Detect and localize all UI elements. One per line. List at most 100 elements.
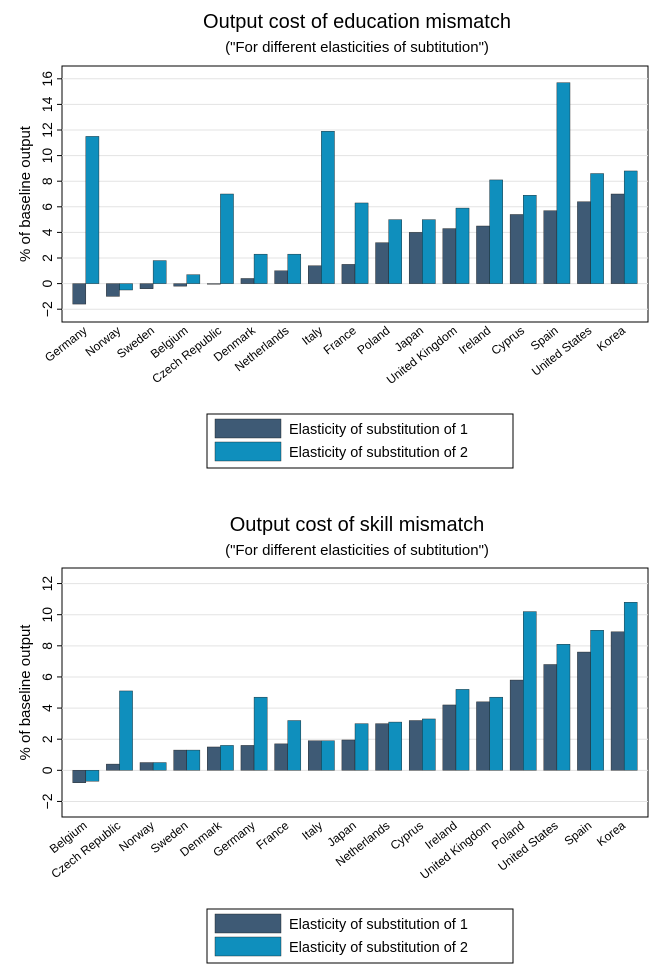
x-tick-label: France xyxy=(253,818,291,852)
chart-subtitle: ("For different elasticities of subtitut… xyxy=(225,542,489,559)
bar-2 xyxy=(186,274,201,284)
legend-label: Elasticity of substitution of 2 xyxy=(289,940,468,956)
bar-1 xyxy=(509,214,524,284)
legend-swatch xyxy=(214,913,282,934)
bar-1 xyxy=(610,193,625,284)
bar-2 xyxy=(455,207,470,284)
bar-2 xyxy=(119,283,133,291)
bar-1 xyxy=(274,270,288,284)
bar-2 xyxy=(590,173,604,284)
bar-1 xyxy=(442,704,457,771)
legend-swatch xyxy=(214,936,282,957)
x-tick-label: Poland xyxy=(354,323,392,357)
bar-1 xyxy=(509,679,524,771)
bar-2 xyxy=(287,720,302,771)
bar-2 xyxy=(422,718,436,771)
bar-1 xyxy=(240,278,255,284)
bar-1 xyxy=(173,749,187,771)
bar-2 xyxy=(321,131,335,284)
bar-1 xyxy=(543,664,558,771)
y-tick-label: 8 xyxy=(39,642,55,650)
y-tick-label: 8 xyxy=(39,177,55,185)
bar-2 xyxy=(455,689,470,771)
y-tick-label: 10 xyxy=(39,148,55,164)
bar-2 xyxy=(85,136,100,284)
chart-title: Output cost of education mismatch xyxy=(203,11,511,33)
legend-label: Elasticity of substitution of 1 xyxy=(289,917,468,933)
bar-2 xyxy=(85,770,100,782)
bar-1 xyxy=(173,283,187,287)
bar-1 xyxy=(543,210,558,284)
bar-2 xyxy=(556,82,571,284)
bar-1 xyxy=(408,720,423,771)
bar-2 xyxy=(354,202,369,284)
bar-2 xyxy=(523,611,537,771)
bar-2 xyxy=(119,690,133,771)
chart-panel-2: Output cost of skill mismatch ("For diffe… xyxy=(17,514,649,964)
bar-1 xyxy=(577,201,591,284)
y-tick-label: −2 xyxy=(39,301,55,317)
bar-1 xyxy=(274,743,288,771)
bar-1 xyxy=(341,739,356,771)
legend: Elasticity of substitution of 1 Elasticit… xyxy=(206,413,514,469)
x-tick-label: Germany xyxy=(42,323,90,364)
bar-2 xyxy=(253,696,268,771)
chart-panel-1: Output cost of education mismatch ("For d… xyxy=(17,11,649,469)
bar-2 xyxy=(422,219,436,284)
bar-1 xyxy=(610,631,625,771)
y-tick-label: −2 xyxy=(39,793,55,809)
bar-2 xyxy=(321,740,335,771)
bar-2 xyxy=(354,723,369,771)
bar-2 xyxy=(220,193,234,284)
bar-2 xyxy=(388,219,402,284)
bar-1 xyxy=(375,242,389,284)
y-tick-label: 14 xyxy=(39,96,55,112)
x-tick-label: France xyxy=(321,323,359,357)
bar-1 xyxy=(408,232,423,284)
y-tick-label: 12 xyxy=(39,576,55,592)
bar-2 xyxy=(287,253,302,284)
x-tick-label: Korea xyxy=(594,818,628,849)
bar-1 xyxy=(240,745,255,771)
legend-label: Elasticity of substitution of 2 xyxy=(289,445,468,461)
x-tick-label: Italy xyxy=(299,323,325,348)
bar-1 xyxy=(207,746,221,771)
y-tick-label: 4 xyxy=(39,228,55,236)
bar-1 xyxy=(341,264,356,284)
bar-2 xyxy=(220,745,234,771)
y-tick-label: 4 xyxy=(39,704,55,712)
bar-2 xyxy=(253,253,268,284)
bar-2 xyxy=(590,630,604,771)
y-tick-label: 0 xyxy=(39,766,55,774)
bar-1 xyxy=(139,762,154,771)
bar-1 xyxy=(308,740,322,771)
bar-2 xyxy=(556,644,571,771)
bar-1 xyxy=(476,225,490,284)
x-tick-label: Sweden xyxy=(114,323,157,361)
legend-swatch xyxy=(214,418,282,439)
bar-2 xyxy=(623,170,638,284)
legend-label: Elasticity of substitution of 1 xyxy=(289,422,468,438)
bar-2 xyxy=(489,696,503,771)
y-tick-label: 0 xyxy=(39,279,55,287)
y-tick-label: 16 xyxy=(39,71,55,87)
bar-1 xyxy=(308,265,322,284)
y-axis-label: % of baseline output xyxy=(17,125,34,262)
x-tick-label: Italy xyxy=(299,818,325,843)
chart-title: Output cost of skill mismatch xyxy=(230,514,485,536)
bar-2 xyxy=(186,749,201,771)
bar-1 xyxy=(139,283,154,289)
bar-2 xyxy=(489,179,503,284)
chart-subtitle: ("For different elasticities of subtitut… xyxy=(225,39,489,56)
y-tick-label: 2 xyxy=(39,735,55,743)
x-tick-label: Ireland xyxy=(456,323,494,357)
x-tick-label: Spain xyxy=(562,818,595,848)
bar-1 xyxy=(72,283,87,305)
bar-1 xyxy=(207,283,221,285)
bar-2 xyxy=(623,602,638,771)
bar-2 xyxy=(152,762,167,771)
x-tick-label: Cyprus xyxy=(388,818,427,852)
bar-1 xyxy=(375,723,389,771)
bar-1 xyxy=(106,763,120,771)
